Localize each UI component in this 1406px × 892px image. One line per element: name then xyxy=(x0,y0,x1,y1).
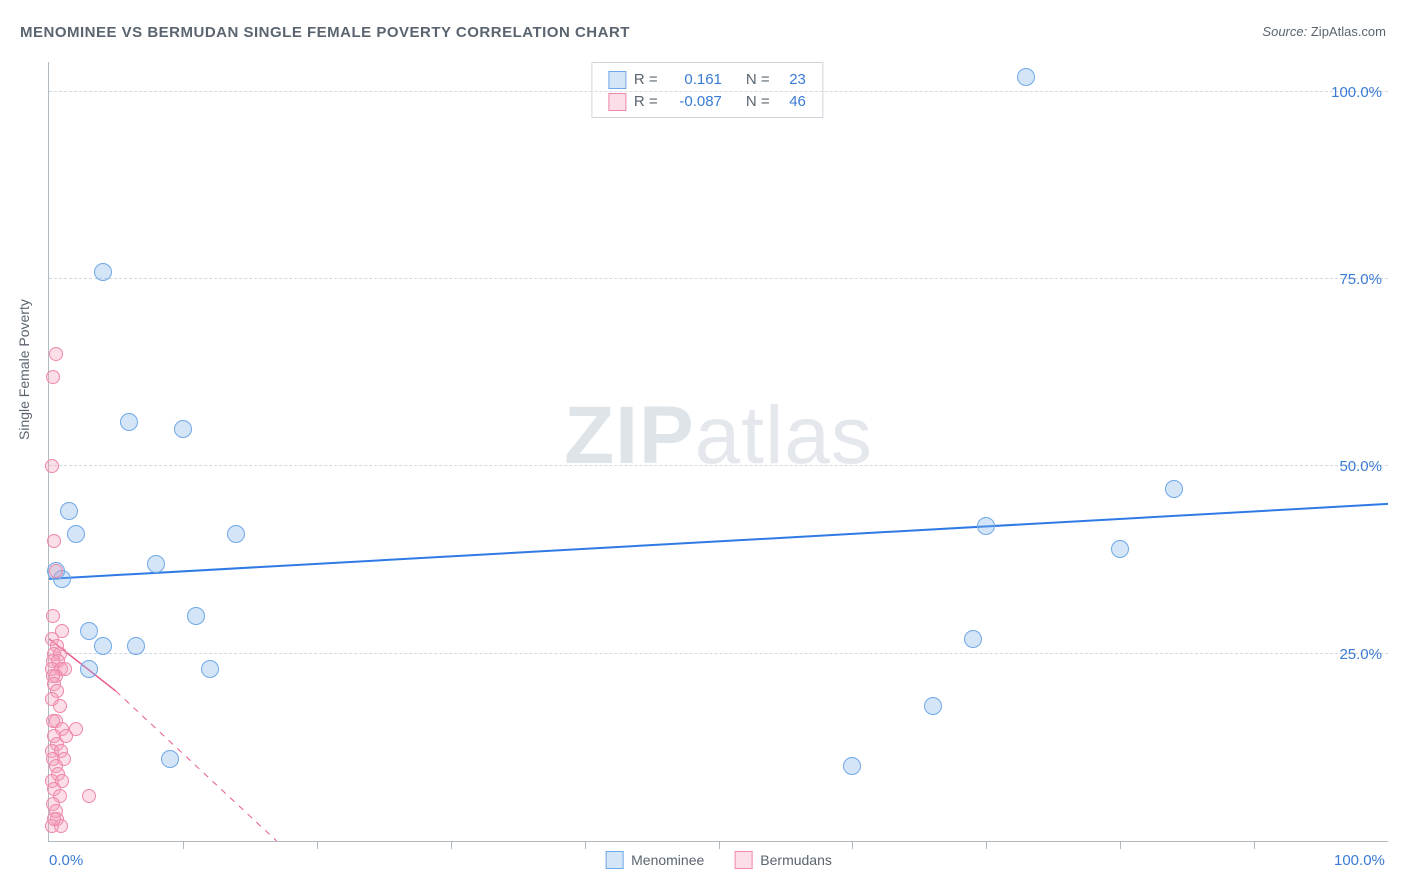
x-tick xyxy=(986,841,987,849)
scatter-plot: ZIPatlas R = 0.161 N = 23 R = -0.087 N =… xyxy=(48,62,1388,842)
y-axis-label: 50.0% xyxy=(1339,458,1382,475)
series-legend: Menominee Bermudans xyxy=(605,851,832,869)
data-point xyxy=(174,420,192,438)
data-point xyxy=(53,699,67,713)
data-point xyxy=(120,413,138,431)
x-tick xyxy=(183,841,184,849)
data-point xyxy=(94,263,112,281)
watermark-bold: ZIP xyxy=(564,390,695,481)
swatch-menominee xyxy=(608,71,626,89)
y-axis-label: 75.0% xyxy=(1339,271,1382,288)
data-point xyxy=(82,789,96,803)
data-point xyxy=(1017,68,1035,86)
n-label: N = xyxy=(746,69,774,91)
data-point xyxy=(964,630,982,648)
source-credit: Source: ZipAtlas.com xyxy=(1262,24,1386,39)
swatch-bermudans xyxy=(608,93,626,111)
y-axis-label: 100.0% xyxy=(1331,84,1382,101)
data-point xyxy=(46,370,60,384)
data-point xyxy=(45,459,59,473)
gridline xyxy=(49,653,1388,654)
swatch-bermudans xyxy=(734,851,752,869)
gridline xyxy=(49,278,1388,279)
data-point xyxy=(843,757,861,775)
n-label: N = xyxy=(746,91,774,113)
data-point xyxy=(49,564,63,578)
n-value-menominee: 23 xyxy=(782,69,806,91)
r-value-bermudans: -0.087 xyxy=(670,91,722,113)
data-point xyxy=(69,722,83,736)
regression-lines xyxy=(49,62,1388,841)
n-value-bermudans: 46 xyxy=(782,91,806,113)
x-tick xyxy=(852,841,853,849)
chart-title: MENOMINEE VS BERMUDAN SINGLE FEMALE POVE… xyxy=(20,24,630,41)
data-point xyxy=(46,609,60,623)
stats-row-bermudans: R = -0.087 N = 46 xyxy=(608,91,806,113)
data-point xyxy=(161,750,179,768)
r-label: R = xyxy=(634,69,662,91)
gridline xyxy=(49,91,1388,92)
y-axis-label: 25.0% xyxy=(1339,646,1382,663)
x-tick xyxy=(451,841,452,849)
legend-item-menominee: Menominee xyxy=(605,851,704,869)
data-point xyxy=(1165,480,1183,498)
data-point xyxy=(60,502,78,520)
watermark-light: atlas xyxy=(695,390,873,481)
x-tick xyxy=(1120,841,1121,849)
data-point xyxy=(94,637,112,655)
legend-item-bermudans: Bermudans xyxy=(734,851,832,869)
y-axis-title: Single Female Poverty xyxy=(16,299,32,440)
data-point xyxy=(147,555,165,573)
data-point xyxy=(49,804,63,818)
x-tick xyxy=(719,841,720,849)
x-axis-label: 100.0% xyxy=(1334,852,1385,869)
data-point xyxy=(227,525,245,543)
data-point xyxy=(924,697,942,715)
data-point xyxy=(1111,540,1129,558)
swatch-menominee xyxy=(605,851,623,869)
data-point xyxy=(187,607,205,625)
data-point xyxy=(80,622,98,640)
r-value-menominee: 0.161 xyxy=(670,69,722,91)
data-point xyxy=(127,637,145,655)
gridline xyxy=(49,465,1388,466)
data-point xyxy=(58,662,72,676)
legend-label-menominee: Menominee xyxy=(631,852,704,868)
data-point xyxy=(80,660,98,678)
x-tick xyxy=(585,841,586,849)
x-axis-label: 0.0% xyxy=(49,852,83,869)
data-point xyxy=(977,517,995,535)
watermark: ZIPatlas xyxy=(564,389,873,483)
x-tick xyxy=(317,841,318,849)
source-value: ZipAtlas.com xyxy=(1311,24,1386,39)
legend-label-bermudans: Bermudans xyxy=(760,852,832,868)
r-label: R = xyxy=(634,91,662,113)
x-tick xyxy=(1254,841,1255,849)
data-point xyxy=(47,534,61,548)
stats-row-menominee: R = 0.161 N = 23 xyxy=(608,69,806,91)
data-point xyxy=(49,347,63,361)
source-prefix: Source: xyxy=(1262,24,1307,39)
data-point xyxy=(201,660,219,678)
data-point xyxy=(67,525,85,543)
